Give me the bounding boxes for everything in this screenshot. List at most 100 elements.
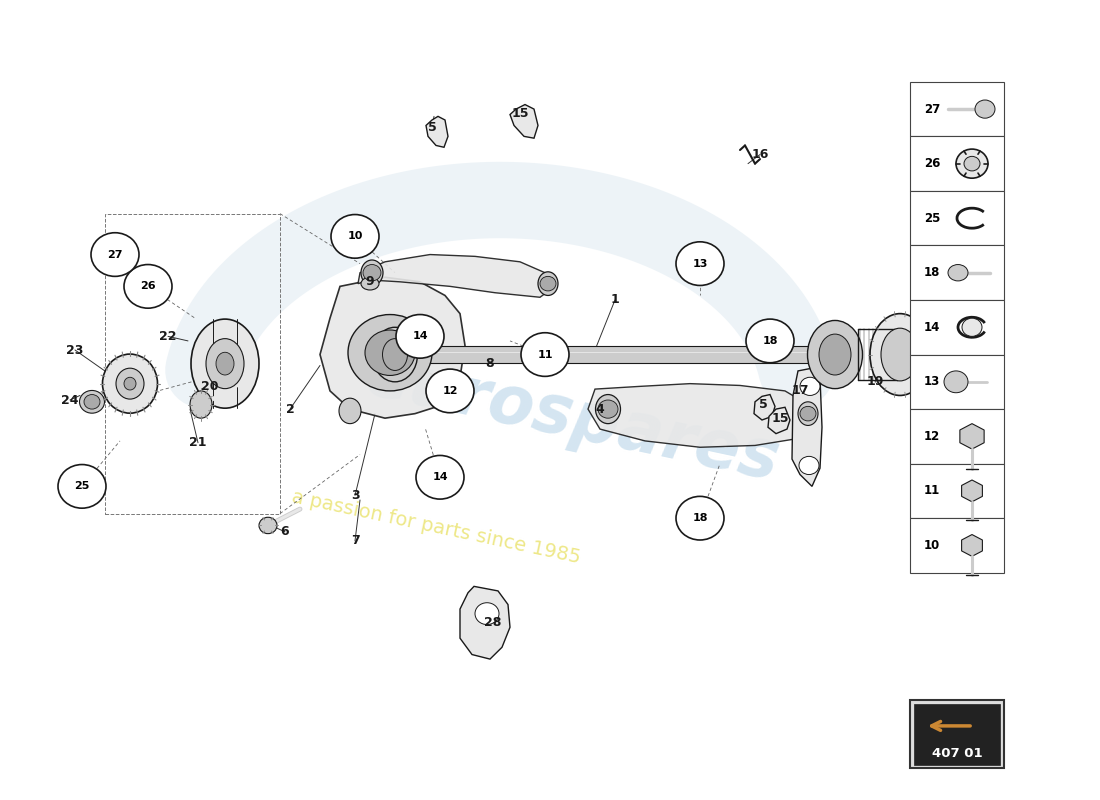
Polygon shape: [768, 407, 790, 434]
Circle shape: [800, 378, 820, 395]
Polygon shape: [960, 424, 984, 449]
Text: 15: 15: [771, 412, 789, 425]
Circle shape: [331, 214, 379, 258]
Ellipse shape: [538, 272, 558, 295]
Circle shape: [962, 318, 982, 336]
Text: 18: 18: [924, 266, 940, 279]
Circle shape: [416, 455, 464, 499]
Text: 27: 27: [924, 102, 940, 115]
Circle shape: [365, 330, 415, 375]
Ellipse shape: [595, 394, 620, 424]
Circle shape: [964, 156, 980, 171]
Circle shape: [800, 406, 816, 421]
Circle shape: [396, 314, 444, 358]
Text: 1: 1: [610, 294, 619, 306]
Text: 7: 7: [351, 534, 360, 547]
Bar: [910, 354, 1004, 409]
Bar: [390, 346, 840, 362]
Text: 28: 28: [484, 616, 502, 630]
Circle shape: [676, 496, 724, 540]
Text: 3: 3: [351, 489, 360, 502]
Ellipse shape: [361, 278, 379, 290]
Text: 18: 18: [692, 513, 707, 523]
Text: 8: 8: [486, 357, 494, 370]
Text: 13: 13: [692, 258, 707, 269]
Text: 12: 12: [442, 386, 458, 396]
Circle shape: [676, 242, 724, 286]
Text: 5: 5: [759, 398, 768, 411]
Bar: [910, 246, 1004, 300]
Circle shape: [58, 465, 106, 508]
Circle shape: [84, 394, 100, 409]
Polygon shape: [588, 384, 815, 447]
Bar: [910, 82, 1004, 136]
Polygon shape: [510, 105, 538, 138]
Text: 13: 13: [924, 375, 940, 388]
Text: 21: 21: [189, 436, 207, 450]
Ellipse shape: [216, 352, 234, 375]
Ellipse shape: [798, 402, 818, 426]
Text: 10: 10: [348, 231, 363, 242]
Text: 27: 27: [108, 250, 123, 259]
Text: 23: 23: [66, 343, 84, 357]
Polygon shape: [754, 394, 776, 420]
Bar: [910, 700, 1004, 768]
Polygon shape: [460, 586, 510, 659]
Ellipse shape: [190, 391, 212, 418]
Ellipse shape: [339, 398, 361, 424]
Ellipse shape: [361, 260, 383, 286]
Bar: [104, 214, 280, 514]
Circle shape: [540, 276, 556, 291]
Circle shape: [91, 233, 139, 276]
Ellipse shape: [807, 321, 862, 389]
Bar: [910, 136, 1004, 191]
Text: 18: 18: [762, 336, 778, 346]
Polygon shape: [961, 480, 982, 502]
Text: 11: 11: [924, 485, 940, 498]
Bar: [910, 300, 1004, 354]
Circle shape: [746, 319, 794, 362]
Text: 2: 2: [286, 402, 295, 415]
Ellipse shape: [373, 327, 418, 382]
Text: 24: 24: [62, 394, 79, 406]
Circle shape: [598, 400, 618, 418]
Ellipse shape: [116, 368, 144, 399]
Circle shape: [944, 371, 968, 393]
Ellipse shape: [79, 390, 104, 413]
Polygon shape: [320, 278, 465, 418]
Text: 9: 9: [365, 275, 374, 288]
Bar: [910, 518, 1004, 573]
Text: 26: 26: [924, 157, 940, 170]
Text: 11: 11: [537, 350, 552, 359]
Circle shape: [799, 456, 820, 474]
Polygon shape: [961, 534, 982, 556]
Circle shape: [975, 100, 996, 118]
Text: 19: 19: [867, 375, 883, 388]
Text: 22: 22: [160, 330, 177, 343]
Ellipse shape: [102, 354, 157, 413]
Bar: [910, 409, 1004, 464]
Circle shape: [124, 265, 172, 308]
Ellipse shape: [881, 328, 918, 381]
Ellipse shape: [870, 314, 930, 395]
Text: 14: 14: [432, 472, 448, 482]
Text: 12: 12: [924, 430, 940, 443]
Circle shape: [956, 149, 988, 178]
Text: 20: 20: [201, 380, 219, 393]
Ellipse shape: [191, 319, 258, 408]
Text: 25: 25: [75, 482, 90, 491]
Text: 26: 26: [140, 282, 156, 291]
Text: 15: 15: [512, 107, 529, 120]
Bar: [910, 464, 1004, 518]
Ellipse shape: [383, 338, 407, 370]
Text: 16: 16: [751, 148, 769, 161]
Ellipse shape: [124, 378, 136, 390]
Text: 6: 6: [280, 526, 289, 538]
Circle shape: [426, 369, 474, 413]
Text: 5: 5: [428, 121, 437, 134]
Polygon shape: [358, 254, 556, 298]
Circle shape: [475, 602, 499, 625]
Text: 17: 17: [791, 385, 808, 398]
Bar: [910, 191, 1004, 246]
Bar: [914, 704, 1000, 765]
